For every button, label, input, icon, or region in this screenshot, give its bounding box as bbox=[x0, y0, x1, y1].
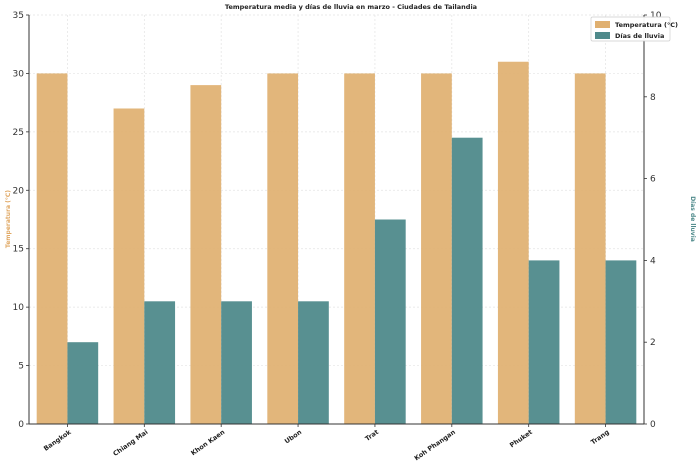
bar-temperature bbox=[344, 73, 375, 424]
y-left-tick-label: 15 bbox=[13, 245, 24, 255]
bar-temperature bbox=[190, 85, 222, 424]
y-axis-right-label: Días de lluvia bbox=[689, 196, 696, 242]
bar-rain-days bbox=[221, 301, 252, 424]
y-axis-left-label: Temperatura (°C) bbox=[5, 190, 12, 248]
chart-title: Temperatura media y días de lluvia en ma… bbox=[225, 3, 477, 11]
x-tick-label: Trang bbox=[589, 428, 611, 447]
y-left-tick-label: 0 bbox=[18, 420, 24, 430]
x-tick-label: Trat bbox=[364, 428, 380, 443]
bar-temperature bbox=[421, 73, 452, 424]
x-tick-label: Ubon bbox=[283, 428, 303, 446]
y-left-tick-label: 5 bbox=[18, 362, 24, 372]
y-left-tick-label: 25 bbox=[13, 128, 24, 138]
bar-temperature bbox=[113, 108, 145, 424]
y-left-tick-label: 20 bbox=[13, 186, 25, 196]
bar-rain-days bbox=[144, 301, 176, 424]
legend: Temperatura (°C) Días de lluvia bbox=[590, 16, 678, 42]
axes-layer: Bangkok Chiang Mai Khon Kaen Ubon Trat Koh Ph… bbox=[13, 11, 662, 462]
x-tick-label: Phuket bbox=[508, 428, 534, 449]
bars-layer bbox=[36, 61, 637, 424]
x-tick-label: Bangkok bbox=[42, 428, 73, 453]
bar-rain-days bbox=[298, 301, 329, 424]
y-right-tick-label: 6 bbox=[650, 175, 656, 185]
x-tick-label: Koh Phangan bbox=[413, 428, 457, 462]
y-right-tick-label: 10 bbox=[650, 11, 662, 21]
bar-rain-days bbox=[528, 260, 560, 424]
bar-rain-days bbox=[67, 342, 99, 424]
bar-temperature bbox=[36, 73, 68, 424]
x-tick-label: Khon Kaen bbox=[189, 428, 226, 457]
bar-temperature bbox=[267, 73, 299, 424]
y-right-tick-label: 4 bbox=[650, 256, 656, 266]
y-left-tick-label: 30 bbox=[13, 69, 25, 79]
y-right-tick-label: 8 bbox=[650, 93, 656, 103]
bar-rain-days bbox=[605, 260, 637, 424]
legend-box bbox=[590, 16, 671, 42]
bar-temperature bbox=[497, 61, 529, 424]
legend-swatch bbox=[595, 21, 610, 28]
bar-rain-days bbox=[451, 137, 483, 424]
legend-swatch bbox=[595, 32, 610, 39]
legend-label: Días de lluvia bbox=[615, 32, 664, 40]
legend-label: Temperatura (°C) bbox=[615, 21, 678, 29]
y-right-tick-label: 0 bbox=[650, 420, 656, 430]
y-left-tick-label: 35 bbox=[13, 11, 24, 21]
y-left-tick-label: 10 bbox=[13, 303, 25, 313]
x-tick-label: Chiang Mai bbox=[112, 428, 150, 458]
bar-temperature bbox=[574, 73, 606, 424]
bar-rain-days bbox=[374, 219, 406, 424]
y-right-tick-label: 2 bbox=[650, 338, 656, 348]
